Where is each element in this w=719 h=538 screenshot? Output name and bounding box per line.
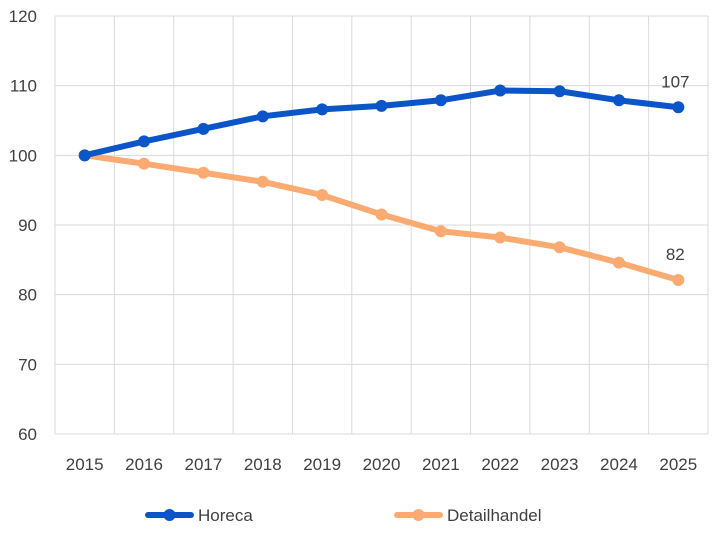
data-point-horeca [316,103,329,116]
data-point-horeca [78,149,91,162]
legend: Horeca Detailhandel [145,506,542,525]
data-label-horeca: 107 [661,72,689,91]
x-tick-label: 2015 [66,455,104,474]
x-tick-label: 2018 [244,455,282,474]
legend-label-horeca: Horeca [198,506,253,525]
legend-marker-horeca [163,509,176,521]
series-layer [78,84,685,287]
data-point-detailhandel [138,157,151,170]
data-point-detailhandel [197,166,210,179]
data-point-detailhandel [494,231,507,244]
x-tick-label: 2025 [659,455,697,474]
data-point-detailhandel [316,189,329,202]
y-axis: 60 70 80 90 100 110 120 [9,7,37,444]
y-tick-label: 110 [10,77,37,96]
data-point-detailhandel [375,208,388,221]
x-tick-label: 2024 [600,455,638,474]
y-tick-label: 60 [18,425,37,444]
data-point-horeca [553,85,566,98]
x-tick-label: 2022 [481,455,519,474]
data-point-horeca [612,94,625,107]
x-tick-label: 2023 [541,455,579,474]
data-point-horeca [197,122,210,135]
data-point-detailhandel [612,256,625,269]
data-point-detailhandel [672,274,685,287]
data-point-horeca [672,101,685,114]
y-tick-label: 70 [18,355,37,374]
x-tick-label: 2017 [184,455,222,474]
data-point-detailhandel [553,241,566,254]
data-point-detailhandel [256,175,269,188]
data-point-horeca [375,99,388,112]
data-point-detailhandel [434,225,447,238]
x-tick-label: 2016 [125,455,163,474]
data-point-horeca [434,94,447,107]
y-tick-label: 80 [18,286,37,305]
legend-marker-detailhandel [412,509,425,521]
grid [54,15,709,435]
legend-label-detailhandel: Detailhandel [447,506,542,525]
x-tick-label: 2019 [303,455,341,474]
data-label-detailhandel: 82 [666,245,685,264]
y-tick-label: 90 [18,216,37,235]
data-labels: 107 82 [661,72,689,264]
x-tick-label: 2020 [363,455,401,474]
data-point-horeca [138,135,151,148]
x-axis: 2015 2016 2017 2018 2019 2020 2021 2022 2023 2024… [66,455,697,474]
y-tick-label: 120 [9,7,37,26]
data-point-horeca [256,110,269,123]
x-tick-label: 2021 [422,455,460,474]
data-point-horeca [494,84,507,97]
y-tick-label: 100 [9,146,37,165]
